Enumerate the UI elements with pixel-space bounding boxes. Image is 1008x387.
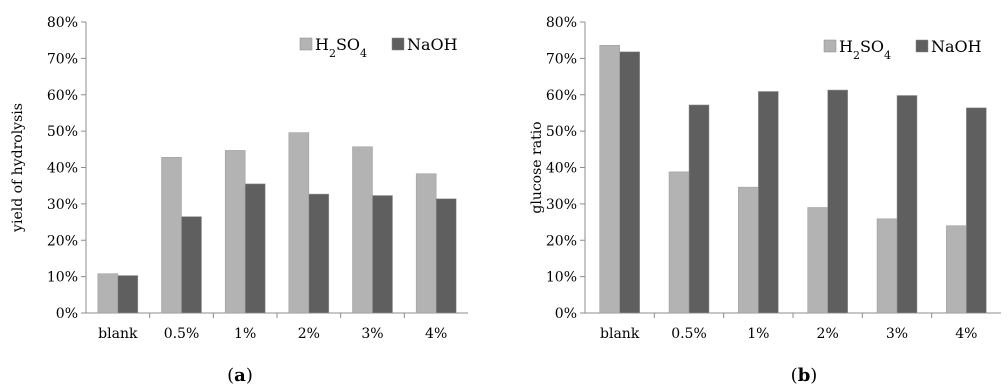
- bar-naoh-2pct: [308, 193, 330, 314]
- x-tick-label: 1%: [747, 326, 769, 342]
- y-tick-label: 10%: [47, 270, 78, 286]
- y-tick-label: 60%: [47, 88, 78, 104]
- y-tick-label: 50%: [546, 124, 577, 140]
- y-tick-label: 40%: [546, 161, 577, 177]
- bar-h2so4-3pct: [876, 218, 898, 314]
- y-tick-label: 80%: [47, 15, 78, 31]
- y-axis-title: glucose ratio: [529, 121, 545, 213]
- y-tick-label: 30%: [47, 197, 78, 213]
- legend-swatch-naoh: [391, 37, 405, 51]
- legend-swatch-naoh: [915, 39, 929, 53]
- bar-h2so4-blank: [97, 273, 119, 314]
- x-tick-label: blank: [98, 326, 138, 342]
- bar-h2so4-0-5pct: [668, 171, 690, 314]
- bar-naoh-0-5pct: [181, 216, 202, 314]
- bar-h2so4-blank: [599, 45, 620, 314]
- x-tick-label: blank: [600, 326, 640, 342]
- legend-label-naoh: NaOH: [407, 35, 458, 54]
- bar-naoh-0-5pct: [688, 104, 710, 314]
- x-tick-label: 0.5%: [671, 326, 707, 342]
- x-tick-label: 0.5%: [164, 326, 200, 342]
- bar-naoh-blank: [117, 275, 139, 314]
- legend-label-h2so4: H2SO4: [315, 35, 367, 60]
- bar-naoh-1pct: [244, 183, 266, 314]
- y-tick-label: 70%: [47, 51, 78, 67]
- legend-swatch-h2so4: [299, 37, 313, 51]
- y-tick-label: 0%: [56, 306, 78, 322]
- x-tick-label: 4%: [955, 326, 977, 342]
- panel-label: (a): [227, 365, 253, 386]
- x-tick-label: 2%: [298, 326, 320, 342]
- bar-h2so4-1pct: [224, 150, 246, 314]
- legend-label-h2so4: H2SO4: [839, 37, 891, 62]
- legend-label-naoh: NaOH: [931, 37, 982, 56]
- y-tick-label: 50%: [47, 124, 78, 140]
- y-tick-label: 40%: [47, 161, 78, 177]
- bar-h2so4-1pct: [738, 186, 759, 314]
- bar-naoh-4pct: [435, 198, 457, 314]
- x-tick-label: 2%: [817, 326, 839, 342]
- x-tick-label: 4%: [425, 326, 447, 342]
- chart-a-yield-of-hydrolysis: 0% 10% 20% 30% 40% 50% 60% 70% 80% yield of hydro…: [10, 15, 468, 386]
- chart-b-glucose-ratio: 0% 10% 20% 30% 40% 50% 60% 70% 80% glucose ratio b…: [529, 15, 1001, 386]
- y-tick-label: 20%: [47, 233, 78, 249]
- bar-naoh-3pct: [372, 195, 393, 314]
- bar-h2so4-4pct: [415, 173, 437, 314]
- x-tick-label: 3%: [886, 326, 908, 342]
- bar-naoh-2pct: [827, 89, 848, 314]
- bar-naoh-3pct: [896, 95, 918, 314]
- panel-label: (b): [791, 365, 818, 386]
- bar-naoh-1pct: [758, 91, 779, 314]
- y-tick-label: 60%: [546, 88, 577, 104]
- bar-h2so4-4pct: [946, 225, 967, 314]
- x-tick-label: 3%: [361, 326, 383, 342]
- bar-naoh-4pct: [966, 107, 987, 314]
- bar-h2so4-2pct: [807, 207, 828, 314]
- y-axis-title: yield of hydrolysis: [10, 103, 26, 233]
- y-tick-label: 20%: [546, 233, 577, 249]
- y-tick-label: 80%: [546, 15, 577, 31]
- bar-h2so4-0-5pct: [161, 157, 182, 314]
- bar-h2so4-2pct: [288, 132, 310, 314]
- legend-swatch-h2so4: [823, 39, 837, 53]
- y-tick-label: 0%: [555, 306, 577, 322]
- y-tick-label: 30%: [546, 197, 577, 213]
- x-tick-label: 1%: [234, 326, 256, 342]
- y-tick-label: 70%: [546, 51, 577, 67]
- bar-naoh-blank: [619, 51, 640, 314]
- y-tick-label: 10%: [546, 270, 577, 286]
- bar-h2so4-3pct: [352, 146, 373, 314]
